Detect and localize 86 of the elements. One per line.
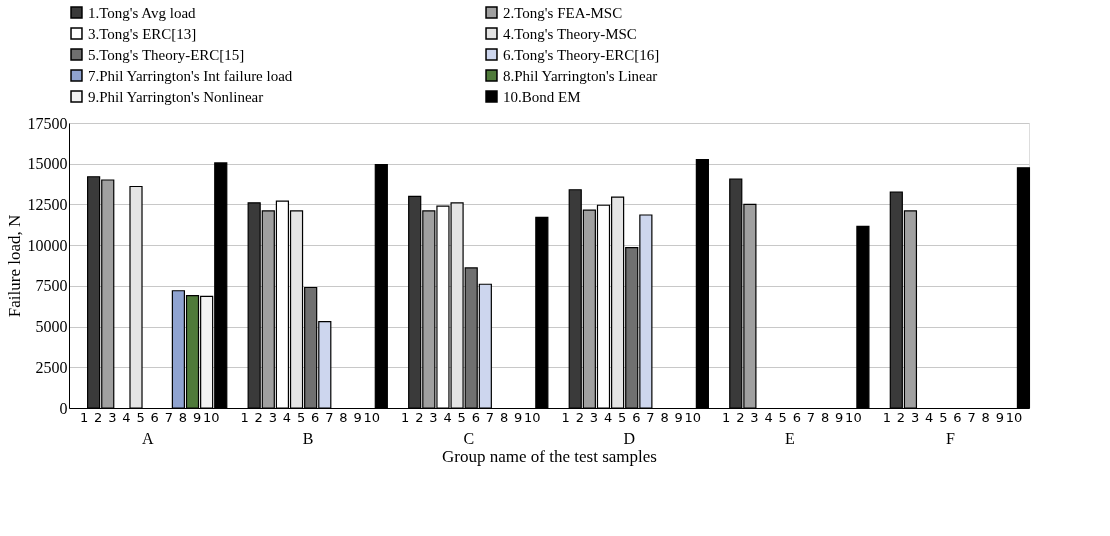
y-tick-label: 15000 xyxy=(27,155,68,173)
text: 4 xyxy=(122,410,131,425)
text: 4 xyxy=(282,410,292,425)
text: 6 xyxy=(311,410,320,425)
text: 4 xyxy=(603,410,613,425)
text: 7 xyxy=(164,410,173,425)
x-tick-label: D xyxy=(623,429,636,447)
text: 8 xyxy=(820,410,830,425)
text: 7 xyxy=(325,410,334,425)
text: 10 xyxy=(845,410,862,425)
text: 10 xyxy=(363,410,381,425)
y-tick-label: 12500 xyxy=(27,195,68,213)
y-tick-label: 17500 xyxy=(27,114,68,132)
legend-label: 8.Phil Yarrington's Linear xyxy=(503,67,658,84)
text: 10 xyxy=(684,410,702,425)
text: 9 xyxy=(192,410,202,425)
text: 6 xyxy=(632,410,641,425)
legend-label: 10.Bond EM xyxy=(503,88,581,105)
text: 3 xyxy=(429,410,438,425)
legend-label: 2.Tong's FEA-MSC xyxy=(503,4,623,21)
text: 2 xyxy=(254,410,263,425)
legend-label: 3.Tong's ERC[13] xyxy=(88,25,197,42)
legend-label: 5.Tong's Theory-ERC[15] xyxy=(88,46,245,63)
text: 5 xyxy=(939,410,948,425)
legend-label: 1.Tong's Avg load xyxy=(88,4,197,21)
text: 6 xyxy=(150,410,159,425)
text: 7 xyxy=(485,410,495,425)
text: 10 xyxy=(202,410,220,425)
text: 3 xyxy=(750,410,759,425)
text: 1 xyxy=(240,410,249,425)
text: 5 xyxy=(457,410,466,425)
text: 3 xyxy=(910,410,920,425)
y-tick-label: 2500 xyxy=(35,358,68,376)
text: 7 xyxy=(967,410,976,425)
text: 3 xyxy=(268,410,278,425)
text: 9 xyxy=(835,410,844,425)
y-tick-label: 7500 xyxy=(35,277,68,295)
x-tick-label: B xyxy=(302,429,314,447)
text: 6 xyxy=(471,410,480,425)
text: 3 xyxy=(108,410,117,425)
y-tick-label: 0 xyxy=(59,399,68,417)
text: 1 xyxy=(401,410,410,425)
text: 7 xyxy=(646,410,655,425)
text: 4 xyxy=(764,410,773,425)
text: 6 xyxy=(792,410,802,425)
x-tick-label: C xyxy=(463,429,475,447)
text: 2 xyxy=(736,410,745,425)
legend-label: 7.Phil Yarrington's Int failure load xyxy=(88,67,293,84)
text: 8 xyxy=(339,410,348,425)
y-tick-label: 10000 xyxy=(27,236,68,254)
text: 3 xyxy=(589,410,599,425)
text: 10 xyxy=(1005,410,1023,425)
text: 5 xyxy=(136,410,145,425)
x-axis-title: Group name of the test samples xyxy=(442,446,657,466)
text: 5 xyxy=(778,410,787,425)
legend-label: 4.Tong's Theory-MSC xyxy=(503,25,637,42)
text: 1 xyxy=(722,410,731,425)
text: 8 xyxy=(660,410,669,425)
text: 10 xyxy=(524,410,541,425)
text: 9 xyxy=(514,410,523,425)
x-tick-label: F xyxy=(945,429,955,447)
text: 9 xyxy=(674,410,683,425)
text: 6 xyxy=(953,410,962,425)
text: 8 xyxy=(499,410,509,425)
text: 2 xyxy=(415,410,424,425)
text: 5 xyxy=(296,410,306,425)
legend-label: 6.Tong's Theory-ERC[16] xyxy=(503,46,660,63)
text: 1 xyxy=(882,410,891,425)
y-tick-label: 5000 xyxy=(35,318,68,336)
text: 1 xyxy=(79,410,89,425)
text: 9 xyxy=(995,410,1004,425)
text: 2 xyxy=(94,410,103,425)
text: 4 xyxy=(925,410,934,425)
y-axis-title: Failure load, N xyxy=(4,214,24,318)
text: 8 xyxy=(981,410,990,425)
text: 1 xyxy=(561,410,570,425)
text: 7 xyxy=(806,410,816,425)
legend-label: 9.Phil Yarrington's Nonlinear xyxy=(88,88,264,105)
text: 5 xyxy=(618,410,627,425)
x-tick-label: E xyxy=(784,429,795,447)
x-tick-label: A xyxy=(141,429,154,447)
text: 2 xyxy=(575,410,584,425)
text: 4 xyxy=(443,410,452,425)
text: 9 xyxy=(353,410,362,425)
text: 8 xyxy=(178,410,188,425)
text: 2 xyxy=(896,410,906,425)
